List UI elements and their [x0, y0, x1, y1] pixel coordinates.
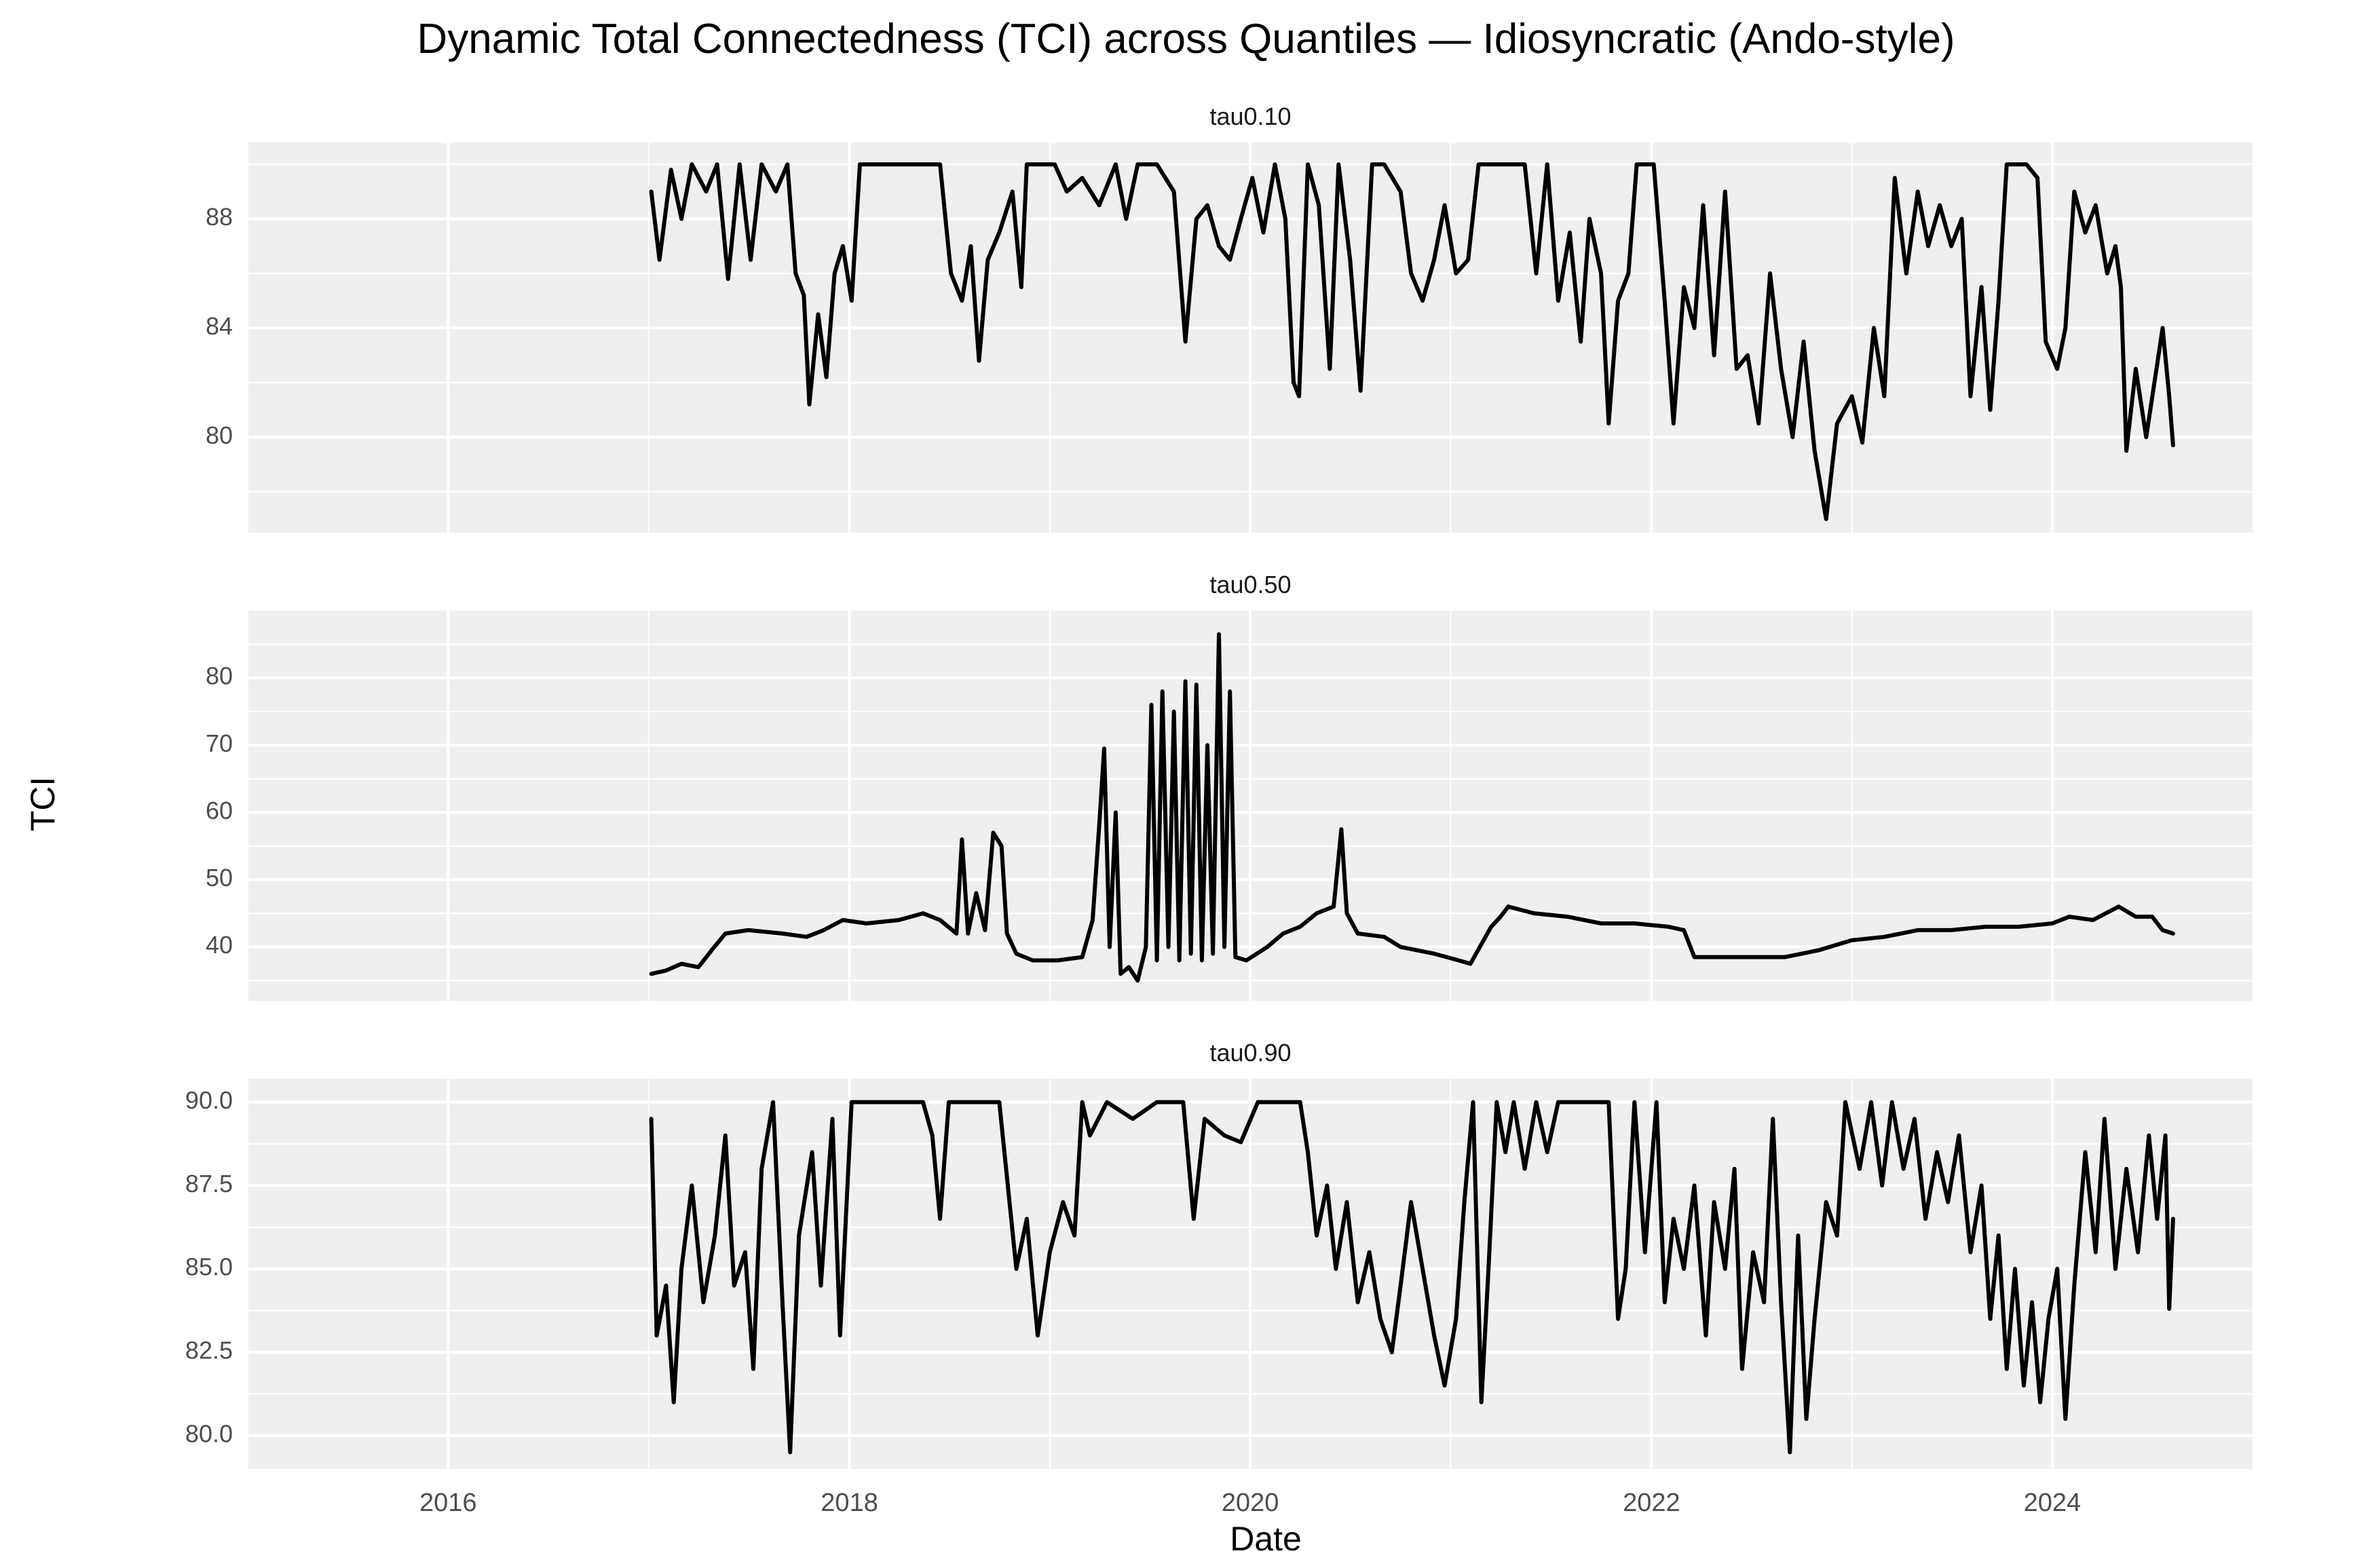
- facet-panels: 80 84 88 tau0.10 40 50 60 70 80 tau0.50 80.0 82.5 85…: [185, 102, 2254, 1469]
- y-tick-label: 87.5: [185, 1170, 233, 1198]
- x-tick-label: 2018: [821, 1489, 878, 1517]
- y-tick-label: 90.0: [185, 1086, 233, 1114]
- facet-strip-label: tau0.50: [1209, 571, 1291, 598]
- y-tick-label: 84: [206, 312, 233, 340]
- y-tick-label: 88: [206, 203, 233, 231]
- series-line-tau0.50: [649, 632, 2175, 983]
- y-tick-label: 80: [206, 662, 233, 690]
- x-tick-label: 2024: [2024, 1489, 2082, 1517]
- y-tick-label: 80: [206, 421, 233, 449]
- y-tick-label: 80.0: [185, 1419, 233, 1447]
- facet-strip-label: tau0.90: [1209, 1039, 1291, 1067]
- y-tick-label: 85.0: [185, 1253, 233, 1281]
- facet-strip-label: tau0.10: [1209, 102, 1291, 130]
- x-tick-label: 2020: [1222, 1489, 1279, 1517]
- y-tick-label: 40: [206, 931, 233, 959]
- x-axis-label: Date: [1230, 1520, 1302, 1558]
- y-tick-label: 82.5: [185, 1337, 233, 1364]
- x-tick-label: 2016: [419, 1489, 477, 1517]
- y-axis-label: TCI: [24, 777, 62, 832]
- facet-panel-tau0.90: 80.0 82.5 85.0 87.5 90.0 tau0.90: [185, 1039, 2254, 1469]
- facet-panel-tau0.10: 80 84 88 tau0.10: [206, 102, 2254, 533]
- y-tick-label: 60: [206, 797, 233, 824]
- x-axis: 2016 2018 2020 2022 2024: [419, 1489, 2081, 1517]
- series-line-tau0.10: [649, 162, 2175, 521]
- facet-panel-tau0.50: 40 50 60 70 80 tau0.50: [206, 571, 2254, 1001]
- y-tick-label: 70: [206, 729, 233, 757]
- y-tick-label: 50: [206, 864, 233, 892]
- series-line-tau0.90: [649, 1100, 2175, 1455]
- chart-title: Dynamic Total Connectedness (TCI) across…: [417, 16, 1955, 62]
- x-tick-label: 2022: [1623, 1489, 1680, 1517]
